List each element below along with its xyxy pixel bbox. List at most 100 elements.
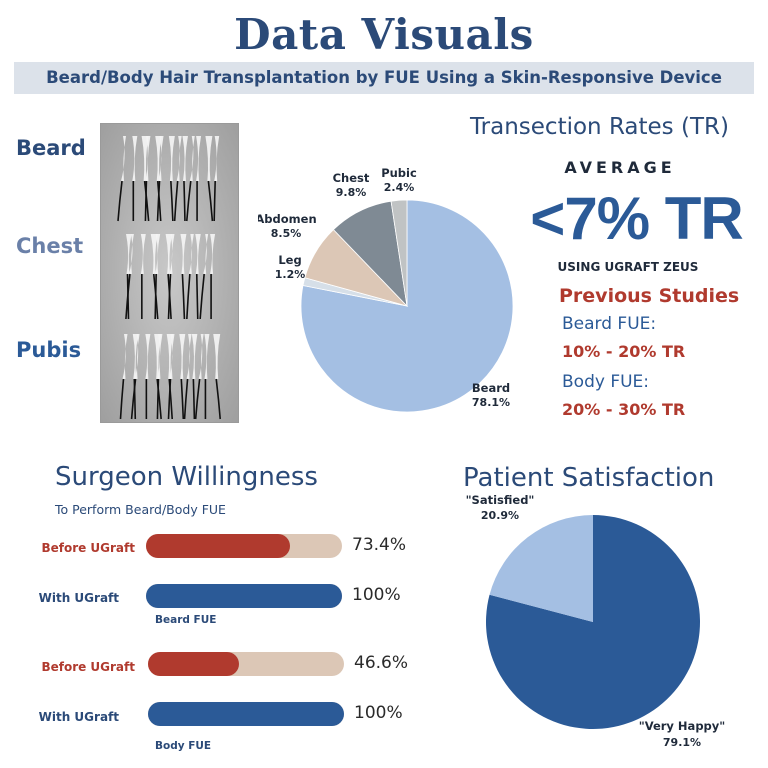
hair-shaft bbox=[143, 180, 150, 222]
pie-slice-pubic bbox=[390, 199, 408, 307]
follicle-bulb bbox=[145, 136, 151, 181]
bar-label-before-beard: Before UGraft bbox=[41, 541, 135, 555]
pie-label-abdomen: Abdomen bbox=[258, 212, 317, 226]
pie-value-chest: 9.8% bbox=[336, 186, 367, 199]
willingness-title: Surgeon Willingness bbox=[55, 462, 318, 492]
bar-label-before-body: Before UGraft bbox=[41, 660, 135, 674]
follicle-bulb bbox=[157, 334, 163, 379]
follicle-bulb bbox=[195, 234, 201, 274]
pie-value-beard: 78.1% bbox=[472, 396, 510, 409]
follicle-bulb bbox=[169, 234, 175, 274]
bar-value-before-beard: 73.4% bbox=[352, 535, 407, 555]
pie-value-abdomen: 8.5% bbox=[271, 227, 302, 240]
bar-track-with-body bbox=[148, 702, 344, 726]
hair-shaft bbox=[192, 378, 196, 420]
follicle-bulb bbox=[180, 234, 187, 274]
hair-shaft bbox=[170, 180, 174, 222]
hair-shaft bbox=[213, 180, 216, 222]
bar-value-with-body: 100% bbox=[354, 703, 403, 723]
hair-shaft bbox=[183, 180, 186, 222]
hair-sample-drawing bbox=[101, 124, 238, 422]
follicle-bulb bbox=[198, 334, 204, 379]
pie-label-very-happy: "Very Happy" bbox=[639, 719, 726, 733]
hair-shaft bbox=[186, 273, 191, 320]
follicle-bulb bbox=[188, 234, 194, 274]
bar-fill-with-beard bbox=[146, 584, 342, 608]
follicle-bulb bbox=[176, 136, 182, 181]
average-label: AVERAGE bbox=[564, 158, 676, 177]
page-title: Data Visuals bbox=[234, 10, 534, 59]
hair-shaft bbox=[130, 378, 137, 420]
follicle-bulb bbox=[214, 136, 220, 181]
hair-shaft bbox=[181, 273, 186, 320]
previous-beard-value: 10% - 20% TR bbox=[562, 342, 686, 361]
average-note: USING UGRAFT ZEUS bbox=[557, 260, 699, 274]
previous-studies-title: Previous Studies bbox=[559, 285, 740, 307]
hair-shaft bbox=[117, 180, 123, 222]
average-value: <7% TR bbox=[530, 185, 743, 252]
follicle-bulb bbox=[205, 136, 213, 181]
pie-label-chest: Chest bbox=[333, 171, 370, 185]
previous-beard-label: Beard FUE: bbox=[562, 314, 657, 334]
pie-label-leg: Leg bbox=[278, 253, 301, 267]
group-label-beard: Beard FUE bbox=[155, 614, 217, 626]
hair-shaft bbox=[195, 273, 199, 320]
follicle-bulb bbox=[126, 234, 132, 274]
previous-body-label: Body FUE: bbox=[562, 372, 650, 392]
bar-track-before-body bbox=[148, 652, 344, 676]
follicle-bulb bbox=[204, 334, 210, 379]
hair-shaft bbox=[173, 180, 179, 222]
sample-label-pubis: Pubis bbox=[16, 338, 82, 362]
follicle-bulb bbox=[210, 234, 216, 274]
previous-body-value: 20% - 30% TR bbox=[562, 400, 686, 419]
pie-value-leg: 1.2% bbox=[275, 268, 306, 281]
follicle-bulb bbox=[121, 136, 126, 181]
follicle-bulb bbox=[132, 136, 138, 181]
hair-shaft bbox=[185, 180, 192, 222]
sample-label-beard: Beard bbox=[16, 136, 86, 160]
follicle-bulb bbox=[158, 136, 164, 181]
hair-shaft bbox=[199, 273, 205, 320]
sample-label-chest: Chest bbox=[16, 234, 84, 258]
follicle-bulb bbox=[141, 136, 149, 181]
follicle-bulb bbox=[213, 334, 221, 379]
pie-value-satisfied: 20.9% bbox=[481, 509, 519, 522]
pie-label-beard: Beard bbox=[472, 381, 510, 395]
bar-value-before-body: 46.6% bbox=[354, 653, 409, 673]
pie-label-pubic: Pubic bbox=[381, 166, 417, 180]
bar-track-with-beard bbox=[146, 584, 342, 608]
follicle-bulb bbox=[169, 334, 175, 379]
hair-shaft bbox=[215, 378, 222, 420]
follicle-bulb bbox=[155, 234, 161, 274]
bar-track-before-beard bbox=[146, 534, 342, 558]
hair-shaft bbox=[183, 378, 189, 420]
hair-sample-photo bbox=[100, 123, 239, 423]
follicle-bulb bbox=[166, 334, 174, 379]
bar-label-with-body: With UGraft bbox=[38, 710, 119, 724]
follicle-bulb bbox=[132, 334, 139, 379]
follicle-bulb bbox=[203, 234, 209, 274]
bar-value-with-beard: 100% bbox=[352, 585, 401, 605]
follicle-bulb bbox=[145, 334, 151, 379]
willingness-subtitle: To Perform Beard/Body FUE bbox=[55, 502, 226, 517]
pie-value-very-happy: 79.1% bbox=[663, 736, 701, 749]
follicle-bulb bbox=[182, 136, 188, 181]
satisfaction-pie-chart: "Very Happy" 79.1% "Satisfied" 20.9% bbox=[466, 494, 726, 749]
page-subtitle: Beard/Body Hair Transplantation by FUE U… bbox=[14, 62, 754, 94]
bar-fill-before-beard bbox=[146, 534, 290, 558]
transection-title: Transection Rates (TR) bbox=[470, 114, 729, 140]
satisfaction-title: Patient Satisfaction bbox=[463, 463, 715, 493]
follicle-bulb bbox=[186, 334, 192, 379]
pie-label-satisfied: "Satisfied" bbox=[466, 494, 535, 507]
hair-shaft bbox=[167, 378, 172, 420]
hair-shaft bbox=[156, 378, 160, 420]
hair-shaft bbox=[154, 273, 157, 320]
hair-shaft bbox=[125, 273, 131, 320]
follicle-bulb bbox=[150, 234, 158, 274]
pie-slice-satisfied bbox=[489, 515, 593, 622]
follicle-bulb bbox=[122, 334, 128, 379]
pie-value-pubic: 2.4% bbox=[384, 181, 415, 194]
follicle-bulb bbox=[140, 234, 146, 274]
follicle-bulb bbox=[179, 334, 186, 379]
